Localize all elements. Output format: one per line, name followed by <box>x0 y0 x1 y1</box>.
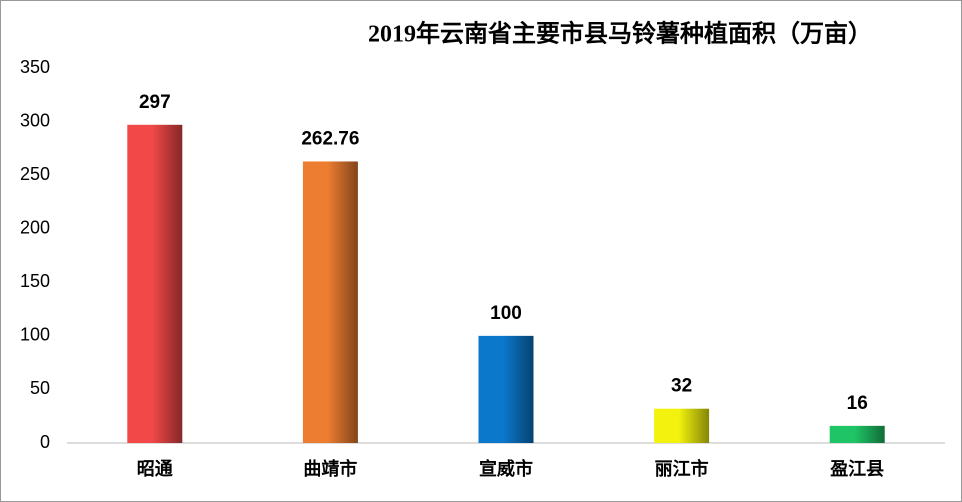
data-label: 262.76 <box>301 128 359 149</box>
bar <box>127 124 183 444</box>
y-tick-label: 150 <box>20 271 50 291</box>
x-tick-label: 昭通 <box>137 459 173 479</box>
x-tick-label: 曲靖市 <box>303 458 357 479</box>
bar <box>829 425 885 443</box>
y-tick-label: 300 <box>20 110 50 130</box>
x-tick-label: 宣威市 <box>479 458 533 479</box>
x-tick-label: 丽江市 <box>655 458 709 479</box>
x-tick-label: 盈江县 <box>829 459 884 479</box>
chart-title: 2019年云南省主要市县马铃薯种植面积（万亩） <box>368 20 872 48</box>
y-tick-label: 100 <box>20 325 50 345</box>
y-tick-label: 200 <box>20 217 50 237</box>
data-label: 100 <box>490 303 522 324</box>
data-label: 297 <box>139 92 171 113</box>
bar <box>478 335 534 443</box>
y-tick-label: 50 <box>30 378 50 398</box>
y-tick-label: 250 <box>20 164 50 184</box>
data-label: 16 <box>847 393 868 414</box>
bar <box>302 161 358 443</box>
bar <box>654 408 710 443</box>
y-tick-label: 0 <box>40 432 50 452</box>
y-tick-label: 350 <box>20 57 50 77</box>
data-label: 32 <box>671 376 692 397</box>
